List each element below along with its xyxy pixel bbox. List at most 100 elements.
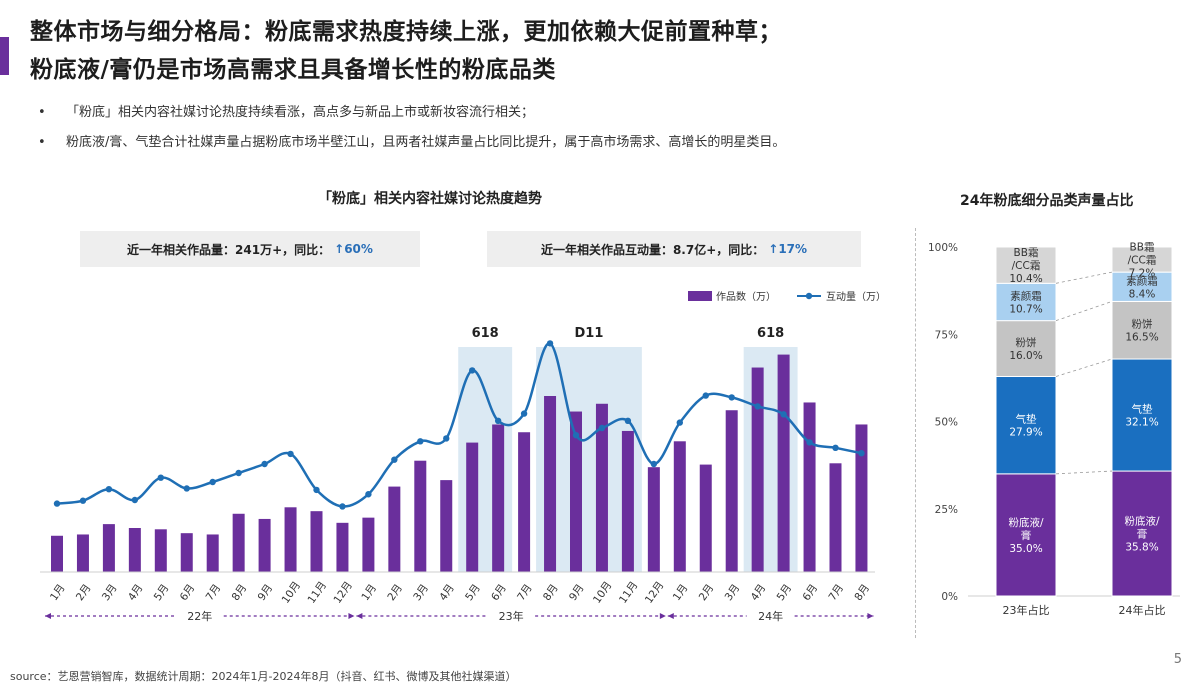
bar-works-3 xyxy=(128,528,141,572)
stack-label-1-0: 粉底液/膏 35.8% xyxy=(1124,515,1159,554)
bar-works-18 xyxy=(518,432,531,572)
page-title-line1: 整体市场与细分格局：粉底需求热度持续上涨，更加依赖大促前置种草； xyxy=(30,19,782,45)
point-interaction-30 xyxy=(832,444,839,451)
x-tick-label-26: 3月 xyxy=(723,582,743,603)
bar-works-31 xyxy=(855,424,868,572)
bar-works-15 xyxy=(440,480,453,572)
x-tick-label-14: 3月 xyxy=(411,582,431,603)
bar-works-0 xyxy=(51,535,63,572)
stack-connector-2 xyxy=(1055,301,1113,322)
point-interaction-26 xyxy=(728,394,735,401)
y-tick-label-4: 100% xyxy=(928,242,958,254)
year-label-2: 24年 xyxy=(758,609,783,623)
x-tick-label-19: 8月 xyxy=(541,582,561,603)
x-tick-label-10: 11月 xyxy=(306,579,330,605)
bar-works-29 xyxy=(803,402,816,572)
bar-works-16 xyxy=(466,442,479,572)
point-interaction-7 xyxy=(235,469,242,477)
stack-label-1-4: BB霜/CC霜 7.2% xyxy=(1128,242,1157,280)
bullet-1-text: 「粉底」相关内容社媒讨论热度持续看涨，高点多与新品上市或新妆容流行相关； xyxy=(66,105,535,120)
x-tick-label-6: 7月 xyxy=(204,582,224,603)
x-tick-label-1: 2月 xyxy=(74,582,94,603)
stack-segment-0-2 xyxy=(995,320,1057,377)
x-tick-label-30: 7月 xyxy=(826,582,846,603)
bar-works-14 xyxy=(414,460,427,572)
year-arrowhead-left-0 xyxy=(45,613,51,619)
point-interaction-21 xyxy=(598,424,606,432)
point-interaction-24 xyxy=(676,419,683,426)
chart-divider xyxy=(915,228,916,638)
point-interaction-22 xyxy=(624,417,632,424)
x-tick-label-15: 4月 xyxy=(437,582,457,603)
x-tick-label-8: 9月 xyxy=(256,582,276,603)
stack-segment-1-2 xyxy=(1111,300,1173,360)
x-tick-label-25: 2月 xyxy=(697,582,717,603)
stack-category-0: 23年占比 xyxy=(1003,603,1050,617)
point-interaction-31 xyxy=(858,450,865,457)
y-tick-label-2: 50% xyxy=(935,417,958,429)
bar-works-26 xyxy=(725,410,738,572)
year-arrowhead-left-2 xyxy=(667,613,674,619)
stack-label-1-3: 素颜霜 8.4% xyxy=(1126,274,1158,300)
x-tick-label-24: 1月 xyxy=(671,582,691,603)
side-chart-title: 24年粉底细分品类声量占比 xyxy=(960,193,1134,209)
x-tick-label-22: 11月 xyxy=(617,579,641,605)
stack-connector-1 xyxy=(1055,358,1113,377)
x-tick-label-13: 2月 xyxy=(385,582,405,603)
point-interaction-29 xyxy=(806,439,813,446)
point-interaction-8 xyxy=(261,460,268,468)
bullet-dot: • xyxy=(38,105,46,120)
legend-works-label: 作品数（万） xyxy=(716,290,776,303)
bar-works-22 xyxy=(621,430,634,572)
bar-works-5 xyxy=(180,533,193,572)
page-number: 5 xyxy=(1173,652,1182,667)
x-tick-label-17: 6月 xyxy=(489,582,509,603)
stack-label-1-1: 气垫 32.1% xyxy=(1125,403,1158,429)
stack-segment-0-3 xyxy=(995,282,1057,322)
point-interaction-16 xyxy=(469,367,476,374)
bar-works-23 xyxy=(647,467,660,572)
accent-bar xyxy=(0,37,9,75)
bar-works-19 xyxy=(544,396,557,572)
bar-works-13 xyxy=(388,486,401,572)
stack-label-0-2: 粉饼 16.0% xyxy=(1009,336,1042,362)
bullet-2-text: 粉底液/膏、气垫合计社媒声量占据粉底市场半壁江山，且两者社媒声量占比同比提升，属… xyxy=(66,135,786,150)
bar-works-25 xyxy=(699,464,712,572)
bar-works-12 xyxy=(362,517,375,572)
bar-works-6 xyxy=(206,534,219,572)
stack-label-0-1: 气垫 27.9% xyxy=(1009,413,1042,439)
bar-works-2 xyxy=(102,524,115,572)
stack-connector-3 xyxy=(1055,271,1113,284)
point-interaction-27 xyxy=(754,403,761,410)
x-tick-label-3: 4月 xyxy=(126,582,146,603)
bullet-1: • 「粉底」相关内容社媒讨论热度持续看涨，高点多与新品上市或新妆容流行相关； xyxy=(38,101,534,120)
interaction-summary-label: 近一年相关作品互动量：8.7亿+，同比： xyxy=(540,242,765,257)
year-label-0: 22年 xyxy=(187,609,212,623)
point-interaction-1 xyxy=(79,497,87,504)
x-tick-label-16: 5月 xyxy=(463,582,483,603)
bar-works-30 xyxy=(829,463,842,572)
point-interaction-13 xyxy=(391,456,398,463)
x-tick-label-11: 12月 xyxy=(332,579,356,605)
point-interaction-6 xyxy=(209,478,216,486)
stack-segment-1-3 xyxy=(1111,271,1173,302)
stack-segment-0-0 xyxy=(995,473,1057,597)
bar-works-1 xyxy=(76,534,89,572)
x-tick-label-7: 8月 xyxy=(230,582,250,603)
point-interaction-11 xyxy=(339,503,346,510)
stack-segment-0-1 xyxy=(995,375,1057,475)
stack-label-0-4: BB霜/CC霜 10.4% xyxy=(1009,247,1042,285)
stack-label-1-2: 粉饼 16.5% xyxy=(1125,318,1158,344)
bar-works-17 xyxy=(492,424,505,572)
highlight-band-1 xyxy=(536,347,642,572)
highlight-label-0: 618 xyxy=(472,326,499,341)
point-interaction-12 xyxy=(365,491,372,498)
works-summary-label: 近一年相关作品量：241万+，同比： xyxy=(127,242,331,257)
main-chart-title: 「粉底」相关内容社媒讨论热度趋势 xyxy=(318,191,542,207)
x-tick-label-21: 10月 xyxy=(591,579,615,605)
bar-works-20 xyxy=(570,411,582,572)
bar-works-11 xyxy=(336,522,349,572)
stack-connector-0 xyxy=(1055,470,1113,475)
highlight-label-2: 618 xyxy=(757,326,784,341)
stack-segment-1-0 xyxy=(1111,470,1173,597)
